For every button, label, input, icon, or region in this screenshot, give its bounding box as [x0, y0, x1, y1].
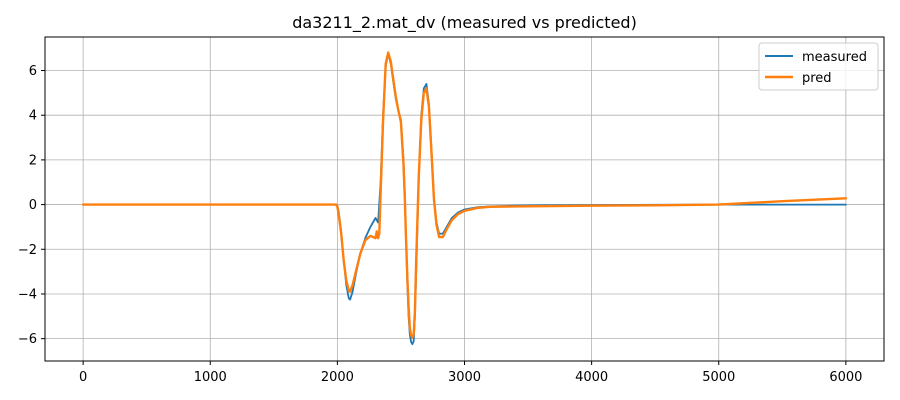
x-tick-label-3: 3000	[448, 370, 481, 385]
x-tick-label-1: 1000	[194, 370, 227, 385]
y-tick-label-4: 2	[29, 153, 37, 168]
legend: measured pred	[758, 42, 879, 91]
y-tick-label-6: 6	[29, 64, 37, 79]
y-tick-label-0: −6	[18, 332, 37, 347]
x-tick-label-2: 2000	[321, 370, 354, 385]
y-tick-label-1: −4	[18, 287, 37, 302]
x-axis-ticks: 0 1000 2000 3000 4000 5000 6000	[79, 361, 862, 385]
y-tick-label-2: −2	[18, 243, 37, 258]
series-lines	[81, 51, 848, 346]
grid-lines	[45, 37, 884, 361]
legend-label-pred: pred	[802, 71, 832, 86]
legend-label-measured: measured	[802, 50, 867, 65]
x-tick-label-4: 4000	[575, 370, 608, 385]
y-tick-label-5: 4	[29, 109, 37, 124]
y-axis-ticks: −6 −4 −2 0 2 4 6	[18, 64, 45, 347]
series-line-pred	[81, 51, 848, 339]
x-tick-label-5: 5000	[702, 370, 735, 385]
chart-title: da3211_2.mat_dv (measured vs predicted)	[292, 13, 637, 33]
x-tick-label-0: 0	[79, 370, 87, 385]
x-tick-label-6: 6000	[829, 370, 862, 385]
y-tick-label-3: 0	[29, 198, 37, 213]
